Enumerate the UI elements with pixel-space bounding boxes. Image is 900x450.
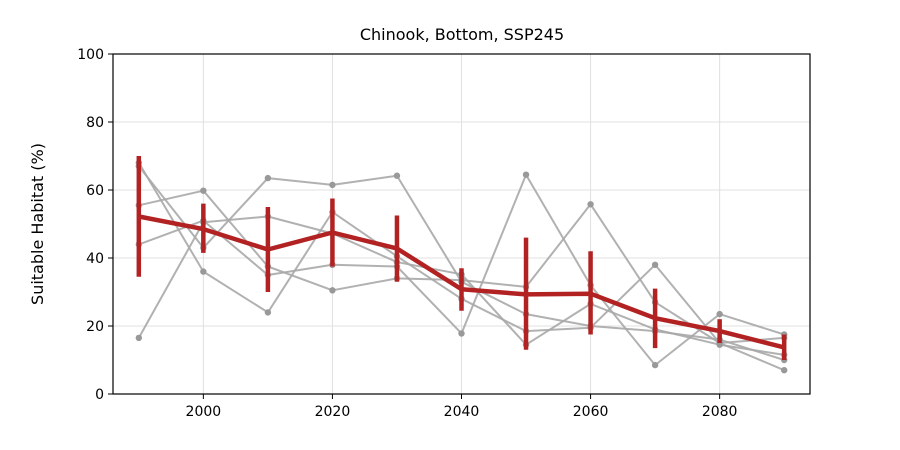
chart-title: Chinook, Bottom, SSP245 [360,25,564,44]
x-axis: 2000 2020 2040 2060 2080 [186,394,738,420]
member-point [200,268,207,275]
y-tick-label: 0 [95,387,104,403]
member-point [393,172,401,179]
x-tick-label: 2060 [573,404,609,420]
y-tick-label: 80 [86,115,104,131]
y-tick-label: 60 [86,183,104,199]
grid [113,53,810,395]
member-point [135,334,143,342]
member-point [780,367,788,374]
y-tick-label: 100 [77,47,104,63]
member-point [458,330,465,337]
member-point [651,361,659,369]
member-point [716,310,723,318]
y-axis: 0 20 40 60 80 100 [77,47,113,403]
mean-line [138,214,785,350]
member-point [651,261,659,268]
y-tick-label: 40 [86,251,104,267]
member-point [329,287,336,294]
x-tick-label: 2080 [702,404,738,420]
y-axis-label: Suitable Habitat (%) [28,143,47,305]
member-point [329,181,336,189]
y-tick-label: 20 [86,319,104,335]
member-point [200,187,207,194]
x-tick-label: 2040 [444,404,480,420]
x-tick-label: 2020 [315,404,351,420]
mean-series [136,156,787,360]
member-point [264,174,272,182]
member-point [587,201,594,208]
x-tick-label: 2000 [186,404,222,420]
member-point [264,309,272,316]
member-point [522,171,530,178]
